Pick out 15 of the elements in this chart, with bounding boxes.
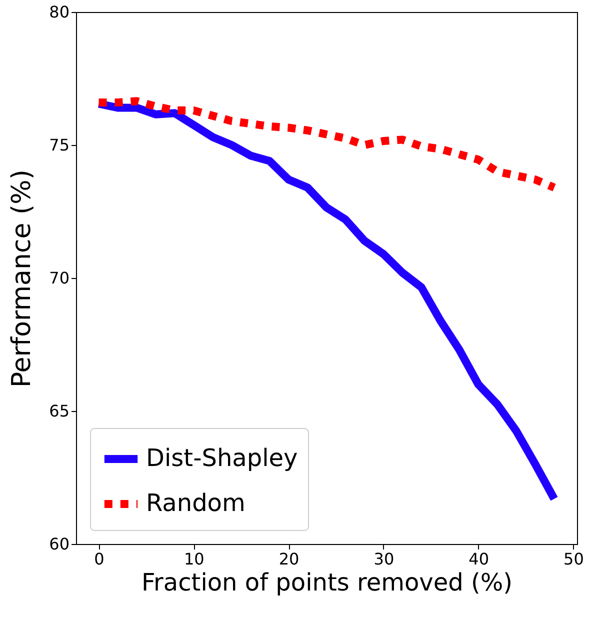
y-tick-label: 65 [49,402,70,420]
legend-label: Random [146,489,246,517]
legend-label: Dist-Shapley [146,444,298,472]
x-tick-label: 40 [468,550,489,568]
x-tick-label: 30 [374,550,394,568]
y-tick-label: 75 [49,136,70,154]
x-axis-title: Fraction of points removed (%) [141,568,513,596]
y-tick-label: 70 [49,268,70,288]
x-tick-label: 50 [564,550,584,568]
y-axis-title: Performance (%) [7,169,38,388]
y-tick-label: 80 [49,2,70,22]
x-tick-label: 0 [94,550,104,568]
x-tick-label: 10 [184,550,204,568]
x-tick-label: 20 [278,550,300,568]
y-tick-label: 60 [49,534,70,554]
